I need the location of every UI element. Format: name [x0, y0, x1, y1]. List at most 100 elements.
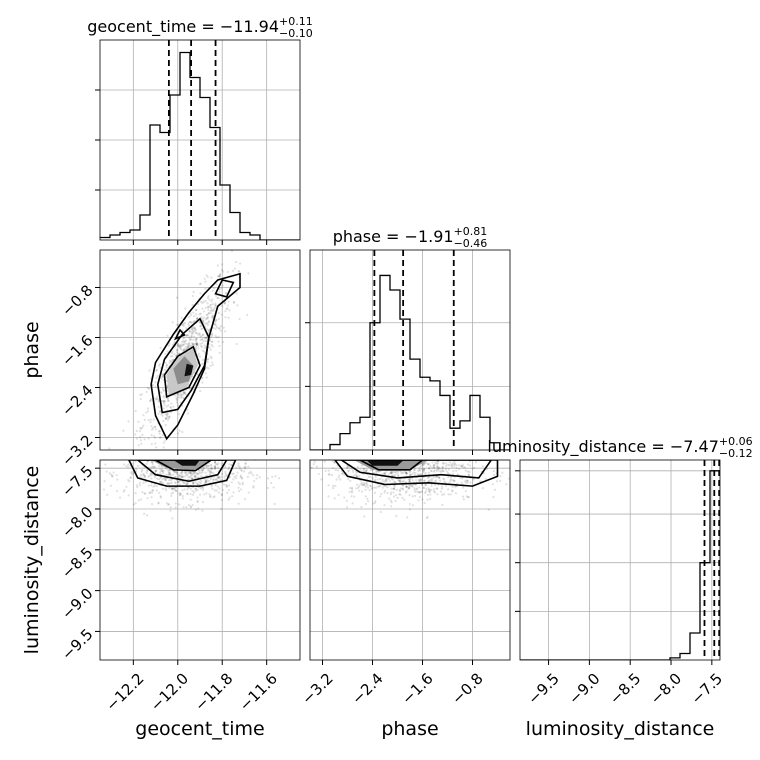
- scatter-point: [405, 471, 408, 474]
- scatter-point: [146, 386, 149, 390]
- scatter-point: [115, 473, 118, 477]
- scatter-point: [202, 358, 205, 362]
- y-axis-label: luminosity_distance: [21, 466, 43, 655]
- scatter-point: [232, 478, 235, 481]
- scatter-point: [222, 340, 225, 344]
- scatter-point: [177, 345, 181, 348]
- scatter-point: [505, 483, 508, 486]
- scatter-point: [147, 418, 150, 422]
- scatter-point: [168, 471, 171, 474]
- scatter-point: [196, 483, 199, 486]
- scatter-point: [178, 457, 180, 459]
- scatter-point: [180, 396, 183, 399]
- scatter-point: [178, 493, 182, 496]
- scatter-point: [424, 471, 427, 475]
- scatter-point: [214, 327, 217, 330]
- scatter-point: [159, 366, 162, 369]
- scatter-point: [143, 492, 146, 495]
- scatter-point: [173, 481, 177, 484]
- scatter-point: [408, 486, 411, 490]
- scatter-point: [246, 475, 249, 479]
- scatter-point: [148, 453, 150, 455]
- scatter-point: [200, 472, 203, 475]
- scatter-point: [146, 470, 149, 473]
- scatter-point: [176, 480, 179, 484]
- scatter-point: [235, 466, 238, 470]
- scatter-point: [381, 486, 384, 489]
- scatter-point: [178, 429, 181, 432]
- scatter-point: [171, 473, 175, 476]
- scatter-point: [204, 280, 207, 283]
- scatter-point: [427, 487, 430, 490]
- scatter-point: [170, 453, 172, 455]
- scatter-point: [168, 415, 171, 418]
- scatter-point: [180, 316, 183, 319]
- scatter-point: [415, 488, 418, 491]
- scatter-point: [140, 470, 143, 473]
- scatter-point: [137, 452, 139, 454]
- scatter-point: [215, 463, 218, 466]
- scatter-point: [397, 474, 400, 478]
- scatter-point: [221, 284, 224, 287]
- scatter-point: [209, 355, 212, 358]
- scatter-point: [210, 450, 212, 452]
- scatter-point: [200, 327, 203, 331]
- scatter-point: [343, 496, 346, 499]
- scatter-point: [435, 462, 438, 465]
- scatter-point: [139, 439, 143, 442]
- scatter-point: [194, 489, 197, 492]
- scatter-point: [402, 480, 405, 484]
- scatter-point: [157, 502, 160, 505]
- scatter-point: [210, 340, 213, 343]
- scatter-point: [139, 498, 143, 501]
- scatter-point: [417, 469, 420, 472]
- scatter-point: [174, 482, 177, 485]
- scatter-point: [139, 397, 142, 401]
- scatter-point: [154, 428, 157, 431]
- scatter-point: [386, 486, 389, 489]
- scatter-point: [383, 473, 387, 476]
- scatter-point: [171, 354, 174, 358]
- scatter-point: [413, 468, 416, 471]
- scatter-point: [161, 470, 164, 473]
- scatter-point: [388, 479, 392, 482]
- scatter-point: [143, 451, 145, 453]
- scatter-point: [473, 466, 476, 469]
- scatter-point: [143, 475, 147, 478]
- scatter-point: [181, 329, 184, 332]
- scatter-point: [398, 479, 401, 482]
- scatter-point: [493, 488, 496, 491]
- scatter-point: [145, 471, 148, 474]
- scatter-point: [180, 341, 184, 344]
- scatter-point: [192, 457, 194, 459]
- scatter-point: [176, 432, 180, 435]
- scatter-point: [437, 476, 440, 479]
- panel-geocent_time-vs-geocent_time: geocent_time = −11.94+0.11−0.10: [87, 15, 313, 245]
- scatter-point: [418, 466, 421, 469]
- scatter-point: [248, 472, 251, 475]
- scatter-point: [183, 321, 187, 325]
- scatter-point: [374, 469, 378, 472]
- scatter-point: [207, 330, 210, 333]
- scatter-point: [191, 477, 194, 480]
- scatter-point: [141, 433, 144, 436]
- scatter-point: [207, 479, 211, 483]
- scatter-point: [207, 468, 210, 471]
- scatter-point: [216, 275, 220, 278]
- scatter-point: [408, 480, 411, 483]
- scatter-point: [189, 505, 192, 508]
- scatter-point: [180, 394, 183, 397]
- scatter-point: [156, 374, 159, 378]
- scatter-point: [145, 462, 148, 465]
- scatter-point: [187, 503, 191, 507]
- scatter-point: [155, 489, 158, 492]
- scatter-point: [142, 474, 145, 477]
- scatter-point: [200, 468, 203, 471]
- scatter-point: [327, 495, 330, 498]
- scatter-point: [393, 454, 395, 456]
- scatter-point: [447, 475, 450, 479]
- scatter-point: [142, 414, 145, 417]
- scatter-point: [195, 472, 198, 475]
- scatter-point: [210, 471, 213, 474]
- x-tick-label: −2.4: [348, 670, 386, 708]
